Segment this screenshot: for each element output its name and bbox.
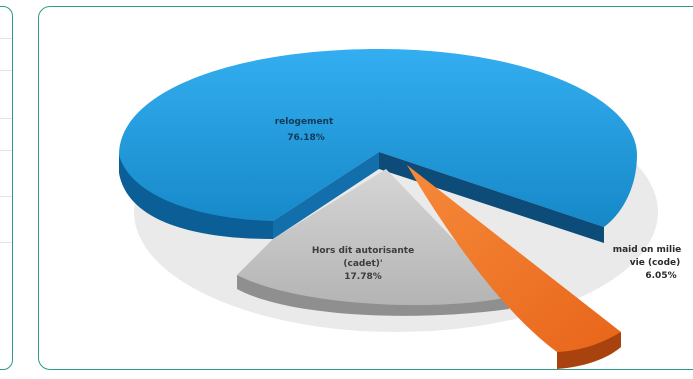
pie-slice-relogement — [119, 49, 637, 243]
label-relogement-name: relogement — [275, 117, 334, 127]
label-hors-value: 17.78% — [344, 272, 382, 282]
label-maid-line2: vie (code) — [630, 258, 680, 268]
chart-panel: relogement 76.18% Hors dit autorisante (… — [38, 6, 693, 370]
pie-slice-maid-on-milie — [407, 165, 621, 369]
pie-chart: relogement 76.18% Hors dit autorisante (… — [119, 49, 682, 369]
label-maid-value: 6.05% — [645, 271, 676, 281]
pie-slice-hors-dit-autorisante — [237, 169, 509, 316]
label-relogement-value: 76.18% — [287, 133, 325, 143]
label-hors-line2: (cadet)' — [343, 259, 382, 269]
label-hors-line1: Hors dit autorisante — [312, 246, 414, 256]
left-panel-rules — [0, 0, 12, 379]
label-maid-line1: maid on milie — [613, 245, 682, 255]
